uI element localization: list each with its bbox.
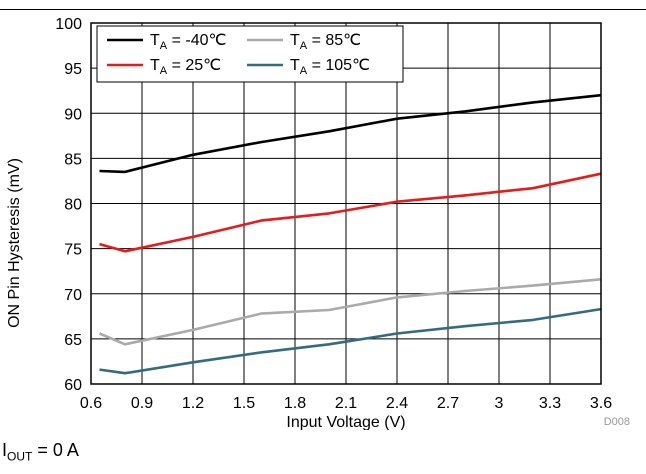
legend-entry-0: TA = -40℃ bbox=[150, 32, 226, 52]
legend-box bbox=[96, 25, 404, 83]
legend-entry-1: TA = 25℃ bbox=[150, 57, 221, 77]
y-axis-label: ON Pin Hysteresis (mV) bbox=[6, 158, 23, 328]
x-tick-label: 3 bbox=[495, 395, 504, 412]
legend-sub: A bbox=[160, 65, 168, 77]
legend-sub: A bbox=[160, 40, 168, 52]
tick-labels: 0.6 0.9 1.2 1.5 1.8 2.1 2.4 2.7 3 3.3 3.6 60 65 70 75 8… bbox=[55, 16, 612, 412]
legend: TA = -40℃ TA = 85℃TA = 25℃ TA = 105℃ bbox=[96, 25, 404, 83]
legend-rest: = 25℃ bbox=[167, 57, 221, 74]
y-tick-label: 70 bbox=[64, 287, 82, 304]
y-tick-label: 80 bbox=[64, 197, 82, 214]
y-tick-label: 65 bbox=[64, 332, 82, 349]
legend-main: T bbox=[150, 57, 160, 74]
series-lines bbox=[98, 93, 602, 375]
plot-frame bbox=[90, 22, 602, 385]
footnote-sub: OUT bbox=[7, 449, 33, 464]
legend-rest: = 85℃ bbox=[307, 32, 361, 49]
x-tick-label: 2.7 bbox=[437, 395, 459, 412]
legend-main: T bbox=[150, 32, 160, 49]
top-rule bbox=[0, 9, 646, 10]
legend-sub: A bbox=[300, 40, 308, 52]
series-line-3 bbox=[99, 307, 602, 375]
legend-rest: = 105℃ bbox=[307, 57, 370, 74]
y-tick-label: 90 bbox=[64, 106, 82, 123]
legend-entry-3: TA = 105℃ bbox=[290, 57, 370, 77]
figure-code: D008 bbox=[604, 416, 630, 428]
legend-main: T bbox=[290, 57, 300, 74]
x-axis-label: Input Voltage (V) bbox=[286, 414, 405, 430]
series-line-1 bbox=[99, 172, 602, 253]
y-tick-label: 100 bbox=[55, 16, 82, 33]
footnote-rest: = 0 A bbox=[32, 440, 79, 460]
x-tick-label: 1.8 bbox=[284, 395, 306, 412]
legend-main: T bbox=[290, 32, 300, 49]
test-condition-note: IOUT = 0 A bbox=[2, 440, 79, 464]
x-tick-label: 0.6 bbox=[80, 395, 102, 412]
x-tick-label: 2.4 bbox=[386, 395, 408, 412]
legend-sub: A bbox=[300, 65, 308, 77]
x-tick-label: 1.5 bbox=[233, 395, 255, 412]
y-tick-label: 85 bbox=[64, 151, 82, 168]
series-line-2 bbox=[98, 278, 602, 346]
series-line-0 bbox=[99, 93, 602, 174]
hysteresis-chart: 0.6 0.9 1.2 1.5 1.8 2.1 2.4 2.7 3 3.3 3.6 60 65 70 75 8… bbox=[6, 16, 630, 430]
x-tick-label: 2.1 bbox=[335, 395, 357, 412]
x-tick-label: 0.9 bbox=[131, 395, 153, 412]
y-tick-label: 75 bbox=[64, 242, 82, 259]
x-tick-label: 3.6 bbox=[590, 395, 612, 412]
x-tick-label: 1.2 bbox=[182, 395, 204, 412]
y-tick-label: 60 bbox=[64, 377, 82, 394]
footnote-main: I bbox=[2, 440, 8, 460]
x-tick-label: 3.3 bbox=[539, 395, 561, 412]
legend-entry-2: TA = 85℃ bbox=[290, 32, 361, 52]
legend-rest: = -40℃ bbox=[167, 32, 226, 49]
y-tick-label: 95 bbox=[64, 61, 82, 78]
